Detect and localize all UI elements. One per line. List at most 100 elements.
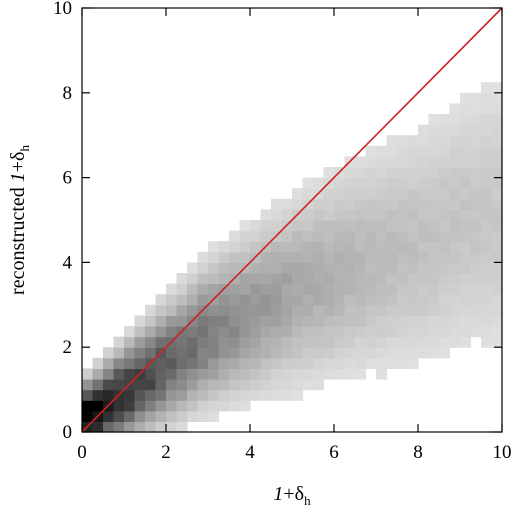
axis-ticks bbox=[81, 7, 503, 433]
heatmap-cell bbox=[260, 262, 272, 274]
heatmap-cell bbox=[145, 410, 157, 422]
heatmap-cell bbox=[334, 357, 346, 369]
heatmap-cell bbox=[439, 156, 451, 168]
heatmap-cell bbox=[439, 315, 451, 327]
heatmap-cell bbox=[229, 400, 241, 412]
heatmap-cell bbox=[428, 304, 440, 316]
heatmap-cell bbox=[418, 145, 430, 157]
heatmap-cell bbox=[281, 198, 293, 210]
heatmap-cell bbox=[344, 347, 356, 359]
heatmap-cell bbox=[334, 177, 346, 189]
heatmap-cell bbox=[418, 177, 430, 189]
heatmap-cell bbox=[407, 198, 419, 210]
heatmap-cell bbox=[323, 357, 335, 369]
heatmap-cell bbox=[218, 251, 230, 263]
heatmap-cell bbox=[229, 336, 241, 348]
heatmap-cell bbox=[197, 389, 209, 401]
heatmap-cell bbox=[481, 283, 493, 295]
heatmap-cell bbox=[260, 294, 272, 306]
heatmap-cell bbox=[407, 262, 419, 274]
heatmap-cell bbox=[323, 336, 335, 348]
heatmap-cell bbox=[460, 283, 472, 295]
heatmap-cell bbox=[397, 304, 409, 316]
heatmap-cell bbox=[365, 357, 377, 369]
heatmap-cell bbox=[428, 283, 440, 295]
heatmap-cell bbox=[470, 230, 482, 242]
heatmap-cell bbox=[176, 421, 188, 433]
heatmap-cell bbox=[218, 241, 230, 253]
heatmap-cell bbox=[281, 273, 293, 285]
heatmap-cell bbox=[439, 114, 451, 126]
heatmap-cell bbox=[323, 283, 335, 295]
heatmap-cell bbox=[449, 167, 461, 179]
heatmap-cell bbox=[334, 283, 346, 295]
heatmap-cell bbox=[187, 410, 199, 422]
heatmap-cell bbox=[386, 230, 398, 242]
heatmap-cell bbox=[344, 262, 356, 274]
heatmap-cell bbox=[397, 357, 409, 369]
heatmap-cell bbox=[218, 304, 230, 316]
heatmap-cell bbox=[386, 304, 398, 316]
heatmap-cell bbox=[407, 326, 419, 338]
reference-line-y-equals-x bbox=[81, 7, 503, 433]
heatmap-cell bbox=[365, 198, 377, 210]
heatmap-cell bbox=[313, 251, 325, 263]
heatmap-cell bbox=[397, 209, 409, 221]
heatmap-cell bbox=[166, 326, 178, 338]
heatmap-cell bbox=[491, 145, 503, 157]
heatmap-cell bbox=[82, 400, 94, 412]
heatmap-cell bbox=[470, 241, 482, 253]
heatmap-cell bbox=[481, 82, 493, 94]
heatmap-cell bbox=[271, 209, 283, 221]
heatmap-cell bbox=[292, 262, 304, 274]
heatmap-cell bbox=[250, 262, 262, 274]
heatmap-cell bbox=[470, 135, 482, 147]
heatmap-cell bbox=[386, 357, 398, 369]
heatmap-cell bbox=[292, 220, 304, 232]
heatmap-cell bbox=[407, 135, 419, 147]
heatmap-cell bbox=[407, 241, 419, 253]
heatmap-cell bbox=[281, 209, 293, 221]
heatmap-cell bbox=[460, 198, 472, 210]
heatmap-cell bbox=[355, 188, 367, 200]
heatmap-cell bbox=[407, 336, 419, 348]
heatmap-cell bbox=[260, 389, 272, 401]
heatmap-cell bbox=[208, 357, 220, 369]
heatmap-cell bbox=[460, 92, 472, 104]
heatmap-cell bbox=[365, 283, 377, 295]
heatmap-cell bbox=[376, 368, 388, 380]
heatmap-cell bbox=[323, 304, 335, 316]
heatmap-cell bbox=[365, 156, 377, 168]
heatmap-cell bbox=[155, 379, 167, 391]
heatmap-cell bbox=[376, 315, 388, 327]
heatmap-cell bbox=[365, 347, 377, 359]
heatmap-cell bbox=[239, 326, 251, 338]
heatmap-cell bbox=[92, 379, 104, 391]
heatmap-cell bbox=[260, 357, 272, 369]
heatmap-cell bbox=[481, 145, 493, 157]
heatmap-cell bbox=[281, 379, 293, 391]
heatmap-cell bbox=[355, 273, 367, 285]
heatmap-cell bbox=[386, 135, 398, 147]
heatmap-cell bbox=[355, 336, 367, 348]
heatmap-cell bbox=[271, 379, 283, 391]
heatmap-cell bbox=[460, 273, 472, 285]
heatmap-cell bbox=[113, 410, 125, 422]
heatmap-cell bbox=[376, 262, 388, 274]
heatmap-cell bbox=[176, 294, 188, 306]
heatmap-cell bbox=[470, 326, 482, 338]
heatmap-cell bbox=[292, 304, 304, 316]
y-tick-label: 2 bbox=[63, 337, 73, 358]
heatmap-cell bbox=[344, 283, 356, 295]
heatmap-cell bbox=[239, 400, 251, 412]
heatmap-cell bbox=[439, 209, 451, 221]
heatmap-cell bbox=[229, 241, 241, 253]
heatmap-cell bbox=[418, 251, 430, 263]
heatmap-cell bbox=[397, 145, 409, 157]
heatmap-cell bbox=[428, 167, 440, 179]
heatmap-cell bbox=[428, 135, 440, 147]
heatmap-cell bbox=[470, 209, 482, 221]
heatmap-cell bbox=[323, 230, 335, 242]
heatmap-cell bbox=[418, 336, 430, 348]
heatmap-cell bbox=[313, 315, 325, 327]
